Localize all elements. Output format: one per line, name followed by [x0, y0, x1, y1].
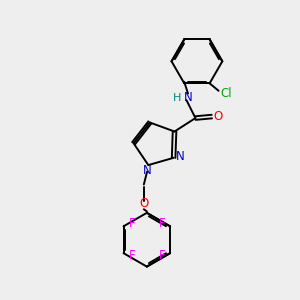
Text: O: O [213, 110, 223, 123]
Text: F: F [129, 249, 135, 262]
Text: O: O [139, 197, 148, 210]
Text: N: N [184, 91, 192, 104]
Text: F: F [129, 218, 135, 230]
Text: N: N [142, 164, 151, 177]
Text: Cl: Cl [220, 87, 232, 100]
Text: F: F [158, 218, 165, 230]
Text: F: F [158, 249, 165, 262]
Text: H: H [173, 93, 181, 103]
Text: N: N [176, 150, 184, 163]
